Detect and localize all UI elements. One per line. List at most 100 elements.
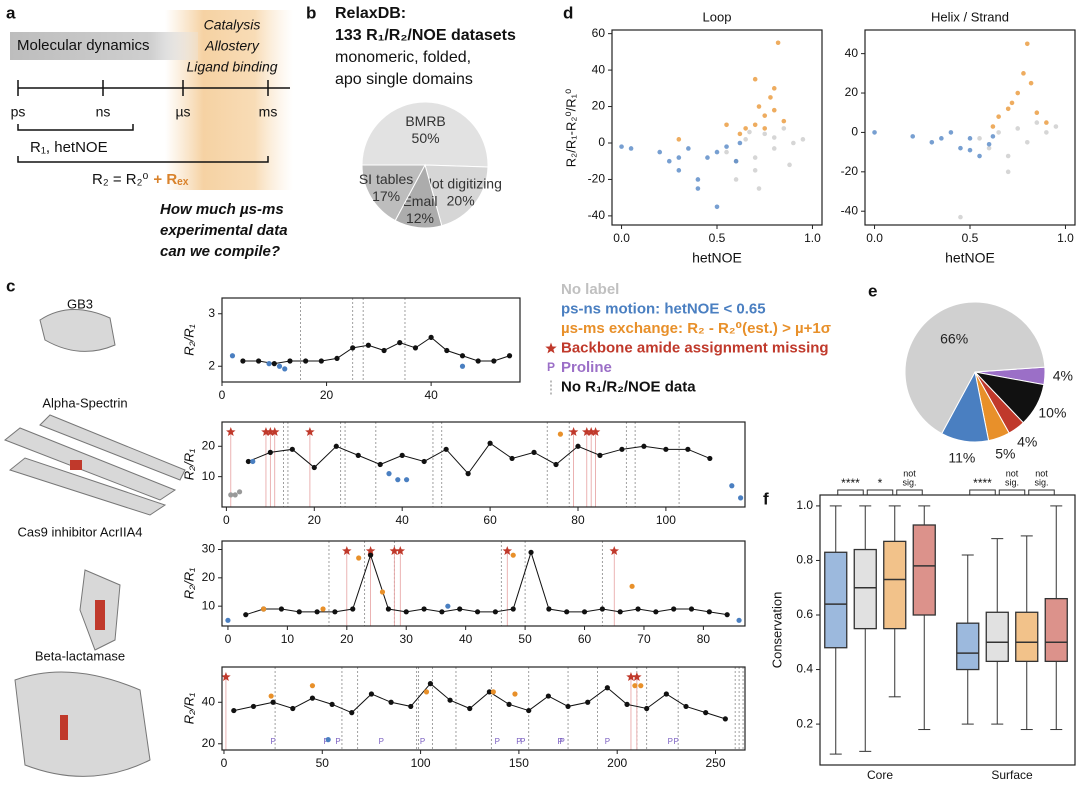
legend-text: ps-ns motion: hetNOE < 0.65 bbox=[561, 300, 766, 317]
x-tick-label: 1.0 bbox=[1057, 231, 1074, 245]
scatter-point bbox=[733, 158, 739, 164]
y-axis-label: R₂/R₁ bbox=[181, 693, 196, 724]
scatter-point bbox=[762, 131, 768, 137]
proline-mark: P bbox=[270, 737, 275, 746]
residue-point bbox=[350, 606, 356, 612]
residue-point bbox=[386, 471, 392, 477]
question: How much µs-ms bbox=[160, 201, 284, 218]
scatter-point bbox=[958, 214, 963, 220]
missing-star bbox=[305, 427, 315, 437]
y-axis-label: Conservation bbox=[769, 592, 784, 669]
missing-star bbox=[502, 546, 513, 556]
x-tick-label: 150 bbox=[509, 756, 529, 770]
y-tick-label: 60 bbox=[592, 26, 606, 40]
scatter-point bbox=[977, 136, 982, 141]
y-axis-label: R₂/R₁ bbox=[181, 449, 196, 480]
scatter-point bbox=[775, 40, 781, 46]
slice-value: 11% bbox=[948, 450, 975, 466]
legend-star bbox=[545, 342, 557, 354]
residue-point bbox=[270, 699, 276, 705]
missing-star bbox=[609, 546, 620, 556]
x-tick-label: 100 bbox=[411, 756, 431, 770]
x-tick-label: 1.0 bbox=[804, 231, 821, 245]
residue-point bbox=[722, 716, 728, 722]
residue-point bbox=[465, 471, 471, 477]
scatter-point bbox=[1034, 120, 1040, 125]
missing-star bbox=[626, 672, 636, 682]
residue-point bbox=[565, 703, 571, 710]
proline-mark: P bbox=[516, 737, 521, 746]
scatter-point bbox=[756, 104, 762, 109]
scatter-point bbox=[771, 86, 777, 91]
window-label: Catalysis bbox=[204, 17, 261, 33]
missing-star bbox=[269, 427, 280, 437]
x-tick-label: 20 bbox=[308, 513, 322, 527]
residue-point bbox=[268, 693, 274, 699]
residue-point bbox=[245, 458, 251, 465]
residue-point bbox=[467, 705, 473, 712]
x-axis-label: hetNOE bbox=[692, 250, 742, 266]
pie-slice bbox=[904, 301, 1046, 435]
slice-label: Plot digitizing bbox=[419, 176, 502, 192]
scatter-point bbox=[990, 124, 996, 129]
scatter-point bbox=[948, 130, 954, 135]
residue-point bbox=[397, 340, 403, 346]
scatter-point bbox=[872, 130, 877, 135]
residue-point bbox=[228, 492, 234, 498]
residue-point bbox=[444, 347, 450, 354]
residue-point bbox=[314, 609, 320, 615]
residue-point bbox=[683, 703, 689, 710]
residue-point bbox=[255, 358, 262, 364]
question: can we compile? bbox=[160, 243, 280, 260]
scatter-point bbox=[939, 136, 944, 141]
residue-point bbox=[445, 603, 451, 609]
db-subtitle: monomeric, folded, bbox=[335, 49, 471, 66]
y-tick-label: 20 bbox=[592, 99, 606, 113]
timescale-label: ms bbox=[259, 104, 278, 120]
residue-point bbox=[459, 353, 466, 359]
x-tick-label: 50 bbox=[518, 632, 532, 646]
y-tick-label: 20 bbox=[202, 736, 216, 750]
scatter-point bbox=[743, 126, 748, 131]
scatter-point bbox=[1005, 106, 1011, 112]
residue-point bbox=[553, 461, 559, 468]
residue-point bbox=[395, 477, 401, 483]
protein-cartoons bbox=[4, 309, 186, 777]
residue-point bbox=[231, 707, 237, 714]
plot-frame bbox=[221, 297, 521, 383]
x-tick-label: 60 bbox=[578, 632, 592, 646]
r2-text: R₂ = R₂⁰ bbox=[92, 171, 148, 188]
residue-point bbox=[509, 455, 515, 462]
missing-star bbox=[582, 427, 592, 437]
subplot-title: Loop bbox=[703, 9, 732, 24]
scatter-point bbox=[756, 186, 762, 191]
y-tick-label: 0.8 bbox=[796, 553, 813, 567]
residue-point bbox=[229, 353, 236, 359]
residue-point bbox=[377, 461, 383, 468]
scatter-point bbox=[752, 122, 758, 128]
residue-point bbox=[736, 617, 742, 623]
box bbox=[853, 548, 877, 630]
pie-slice bbox=[361, 101, 489, 168]
residue-point bbox=[427, 681, 434, 687]
residue-point bbox=[261, 606, 267, 612]
sig-bracket bbox=[1028, 489, 1055, 495]
residue-point bbox=[350, 345, 356, 351]
residue-point bbox=[309, 683, 316, 689]
scatter-point bbox=[733, 177, 739, 182]
residue-point bbox=[276, 363, 283, 369]
residue-point bbox=[629, 583, 635, 589]
scatter-point bbox=[1021, 71, 1026, 76]
proline-mark: P bbox=[520, 737, 525, 746]
slice-value: 66% bbox=[940, 330, 968, 346]
y-tick-label: -20 bbox=[588, 172, 606, 186]
scatter-point bbox=[686, 146, 691, 151]
residue-point bbox=[474, 609, 481, 615]
sig-label: not bbox=[1006, 468, 1019, 478]
y-tick-label: 0.4 bbox=[796, 662, 813, 676]
residue-point bbox=[296, 609, 302, 615]
scatter-point bbox=[743, 137, 748, 142]
proline-mark: P bbox=[324, 737, 329, 746]
residue-point bbox=[510, 552, 516, 558]
x-tick-label: 200 bbox=[607, 756, 627, 770]
